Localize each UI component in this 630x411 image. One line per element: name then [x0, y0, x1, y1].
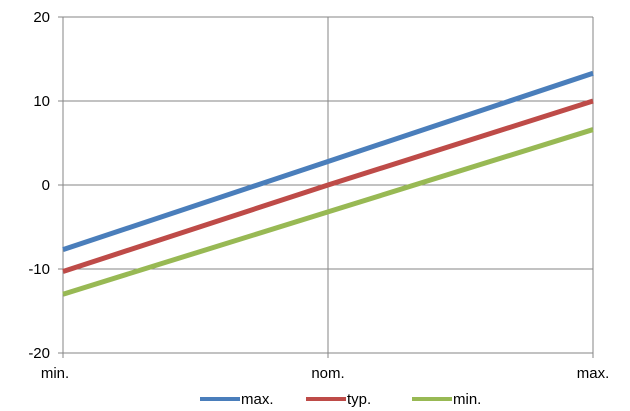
y-tick-label: 20 [33, 9, 50, 26]
series-lines [62, 70, 594, 297]
legend-label: min. [453, 391, 481, 408]
y-tick-labels: -20 -10 0 10 20 [28, 9, 50, 362]
x-tick-labels: min. nom. max. [41, 365, 609, 382]
x-tick-label: nom. [311, 365, 344, 382]
x-tick-label: max. [577, 365, 610, 382]
legend-label: typ. [347, 391, 371, 408]
y-tick-label: -20 [28, 345, 50, 362]
y-tick-label: -10 [28, 261, 50, 278]
y-tick-label: 0 [42, 177, 50, 194]
y-tick-label: 10 [33, 93, 50, 110]
x-tick-label: min. [41, 365, 69, 382]
legend-label: max. [241, 391, 274, 408]
axes [58, 16, 594, 358]
legend: max. typ. min. [200, 391, 481, 408]
